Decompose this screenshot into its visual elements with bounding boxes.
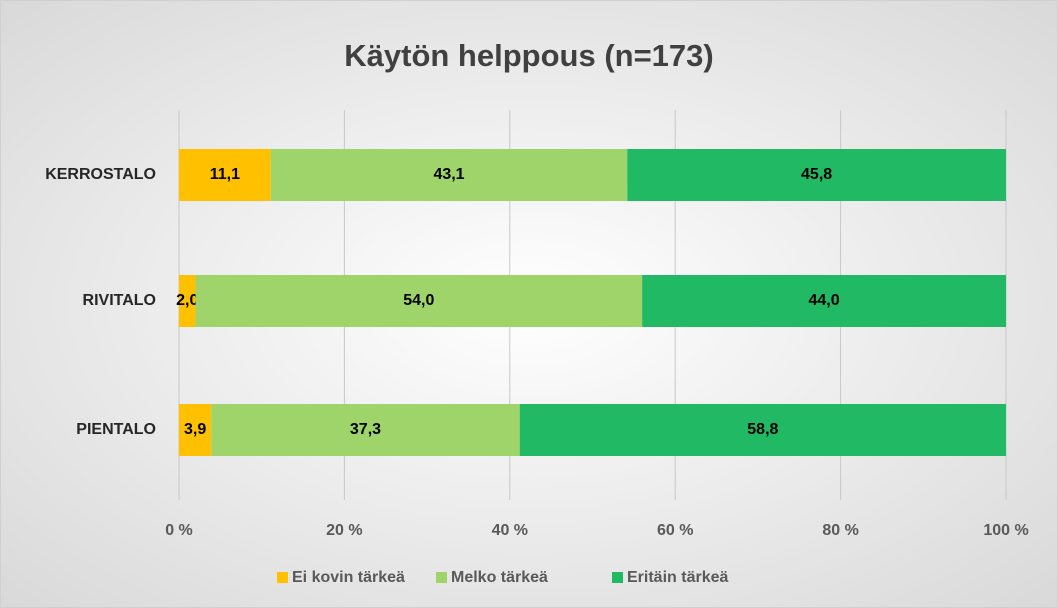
- x-tick-label: 0 %: [165, 522, 193, 539]
- data-label: 3,9: [184, 421, 206, 438]
- data-label: 45,8: [801, 166, 832, 183]
- legend-label: Eritäin tärkeä: [627, 569, 728, 586]
- x-tick-label: 40 %: [492, 522, 528, 539]
- chart-title: Käytön helppous (n=173): [344, 38, 713, 73]
- legend-swatch: [612, 572, 623, 583]
- bar-segment: [179, 404, 212, 456]
- y-tick-label: PIENTALO: [76, 421, 156, 438]
- y-tick-label: KERROSTALO: [45, 166, 156, 183]
- bar-segment: [627, 149, 1006, 201]
- y-tick-label: RIVITALO: [83, 292, 156, 309]
- x-tick-label: 80 %: [822, 522, 858, 539]
- bar-segment: [211, 404, 520, 456]
- legend-label: Melko tärkeä: [451, 569, 548, 586]
- data-label: 54,0: [403, 292, 434, 309]
- legend-swatch: [436, 572, 447, 583]
- bar-segment: [179, 275, 196, 327]
- x-tick-label: 60 %: [657, 522, 693, 539]
- data-label: 58,8: [747, 421, 778, 438]
- x-tick-label: 100 %: [983, 522, 1028, 539]
- bar-segment: [519, 404, 1006, 456]
- bar-segment: [179, 149, 271, 201]
- data-label: 43,1: [433, 166, 464, 183]
- legend-label: Ei kovin tärkeä: [292, 569, 405, 586]
- data-label: 37,3: [350, 421, 381, 438]
- bar-segment: [270, 149, 628, 201]
- data-label: 11,1: [210, 166, 240, 183]
- data-label: 44,0: [808, 292, 839, 309]
- legend-swatch: [277, 572, 288, 583]
- bar-segment: [642, 275, 1006, 327]
- bar-segment: [195, 275, 643, 327]
- data-label: 2,0: [176, 292, 198, 309]
- x-tick-label: 20 %: [326, 522, 362, 539]
